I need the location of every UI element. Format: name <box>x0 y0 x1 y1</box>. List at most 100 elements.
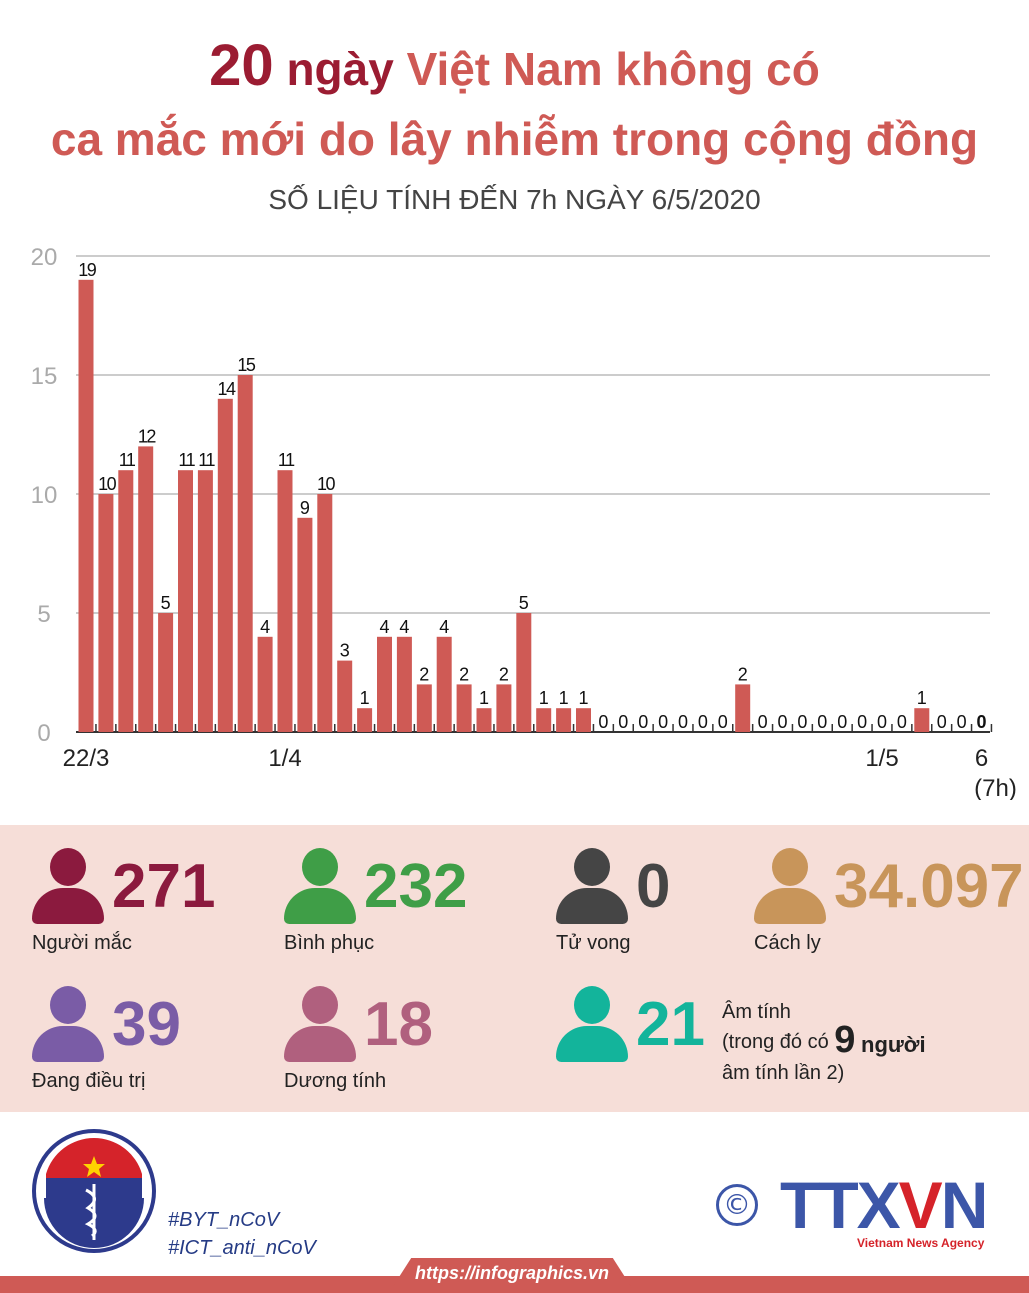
hashtag-byt: #BYT_nCoV <box>168 1209 280 1231</box>
title-number: 20 <box>209 33 274 98</box>
bar-value-label: 0 <box>758 712 768 732</box>
person-icon <box>556 986 628 1064</box>
bar-value-label: 0 <box>837 712 847 732</box>
y-tick-label: 10 <box>31 482 58 509</box>
stat-6: 21 <box>556 986 705 1064</box>
stat-label: Bình phục <box>284 932 375 954</box>
bar <box>377 636 392 732</box>
negative-note: Âm tính (trong đó có 9 người âm tính lần… <box>722 998 926 1087</box>
bar-value-label: 0 <box>658 712 668 732</box>
bar <box>536 708 552 732</box>
bar-value-label: 3 <box>340 641 350 661</box>
stat-label: Đang điều trị <box>32 1070 146 1092</box>
bar <box>118 470 134 732</box>
bar-value-label: 0 <box>698 712 708 732</box>
bar-value-label: 2 <box>499 664 509 684</box>
person-icon <box>754 848 826 926</box>
title-line-1: 20 ngày Việt Nam không có <box>0 32 1029 99</box>
y-tick-label: 15 <box>31 363 58 390</box>
person-icon <box>284 986 356 1064</box>
stat-value: 34.097 <box>834 852 1024 921</box>
website-link[interactable]: https://infographics.vn <box>392 1258 632 1288</box>
bar-value-label: 0 <box>817 712 827 732</box>
bar <box>257 636 273 732</box>
stat-label: Người mắc <box>32 932 132 954</box>
stat-value: 18 <box>364 990 433 1059</box>
bar-value-label: 0 <box>937 712 947 732</box>
bar-value-label: 1 <box>360 688 370 708</box>
person-icon <box>284 848 356 926</box>
bar-value-label: 5 <box>519 593 529 613</box>
x-tick-label: 22/3 <box>63 745 110 772</box>
negative-line2-pre: (trong đó có <box>722 1031 829 1053</box>
bar <box>178 470 193 732</box>
bar-value-label: 1 <box>539 688 549 708</box>
bar-value-label: 0 <box>797 712 807 732</box>
subtitle: SỐ LIỆU TÍNH ĐẾN 7h NGÀY 6/5/2020 <box>268 184 761 215</box>
bar-value-label: 0 <box>718 712 728 732</box>
person-icon <box>32 986 104 1064</box>
bar-value-label: 4 <box>260 617 270 637</box>
y-tick-label: 20 <box>31 244 58 271</box>
title-rest: Việt Nam không có <box>406 43 820 95</box>
bar <box>158 613 174 732</box>
bar <box>735 684 751 732</box>
negative-line3: âm tính lần 2) <box>722 1062 845 1084</box>
bar <box>456 684 472 732</box>
x-tick-label: 1/4 <box>268 745 301 772</box>
bar <box>556 708 572 732</box>
negative-line2-post: người <box>861 1032 926 1057</box>
bar-value-label: 0 <box>877 712 887 732</box>
y-tick-label: 0 <box>37 720 50 747</box>
bar <box>98 494 114 732</box>
bar <box>476 708 492 732</box>
bar-value-label: 0 <box>638 712 648 732</box>
person-icon <box>556 848 628 926</box>
bar-value-label: 19 <box>78 260 97 280</box>
stat-1: 232 <box>284 848 467 926</box>
bar-value-label: 0 <box>897 712 907 732</box>
stat-label: Tử vong <box>556 932 631 954</box>
bar <box>914 708 930 732</box>
stat-0: 271 <box>32 848 215 926</box>
bar <box>217 398 233 732</box>
negative-second-count: 9 <box>834 1019 856 1061</box>
stat-value: 0 <box>636 852 671 921</box>
bar-value-label: 0 <box>976 712 986 732</box>
bar-value-label: 0 <box>857 712 867 732</box>
negative-line1: Âm tính <box>722 1001 791 1023</box>
stat-3: 34.097 <box>754 848 1024 926</box>
bar-value-label: 11 <box>198 450 215 470</box>
bar-value-label: 11 <box>278 450 295 470</box>
bar-value-label: 4 <box>379 617 389 637</box>
bar-value-label: 1 <box>559 688 569 708</box>
bar <box>317 494 333 732</box>
x-tick-label: 1/5 <box>865 745 898 772</box>
x-tick-label: 6 <box>975 745 988 772</box>
stat-5: 18 <box>284 986 433 1064</box>
bar <box>337 660 353 732</box>
bar-value-label: 10 <box>98 474 117 494</box>
bar-value-label: 1 <box>578 688 588 708</box>
bar <box>516 613 532 732</box>
stat-label: Cách ly <box>754 932 821 954</box>
bar-value-label: 1 <box>917 688 927 708</box>
stat-value: 21 <box>636 990 705 1059</box>
stat-label: Dương tính <box>284 1070 387 1092</box>
bar <box>436 636 452 732</box>
stat-value: 232 <box>364 852 468 921</box>
bar-value-label: 0 <box>678 712 688 732</box>
bar-value-label: 0 <box>777 712 787 732</box>
ttxvn-logo: TTXVN <box>780 1168 988 1242</box>
ttxvn-subtitle: Vietnam News Agency <box>857 1236 985 1250</box>
stat-value: 271 <box>112 852 216 921</box>
bar <box>396 636 412 732</box>
bar-value-label: 0 <box>598 712 608 732</box>
bar-value-label: 5 <box>161 593 171 613</box>
bar-value-label: 2 <box>419 664 429 684</box>
bar-value-label: 0 <box>957 712 967 732</box>
y-tick-label: 5 <box>37 601 50 628</box>
bar-value-label: 11 <box>178 450 195 470</box>
bar-value-label: 1 <box>479 688 489 708</box>
